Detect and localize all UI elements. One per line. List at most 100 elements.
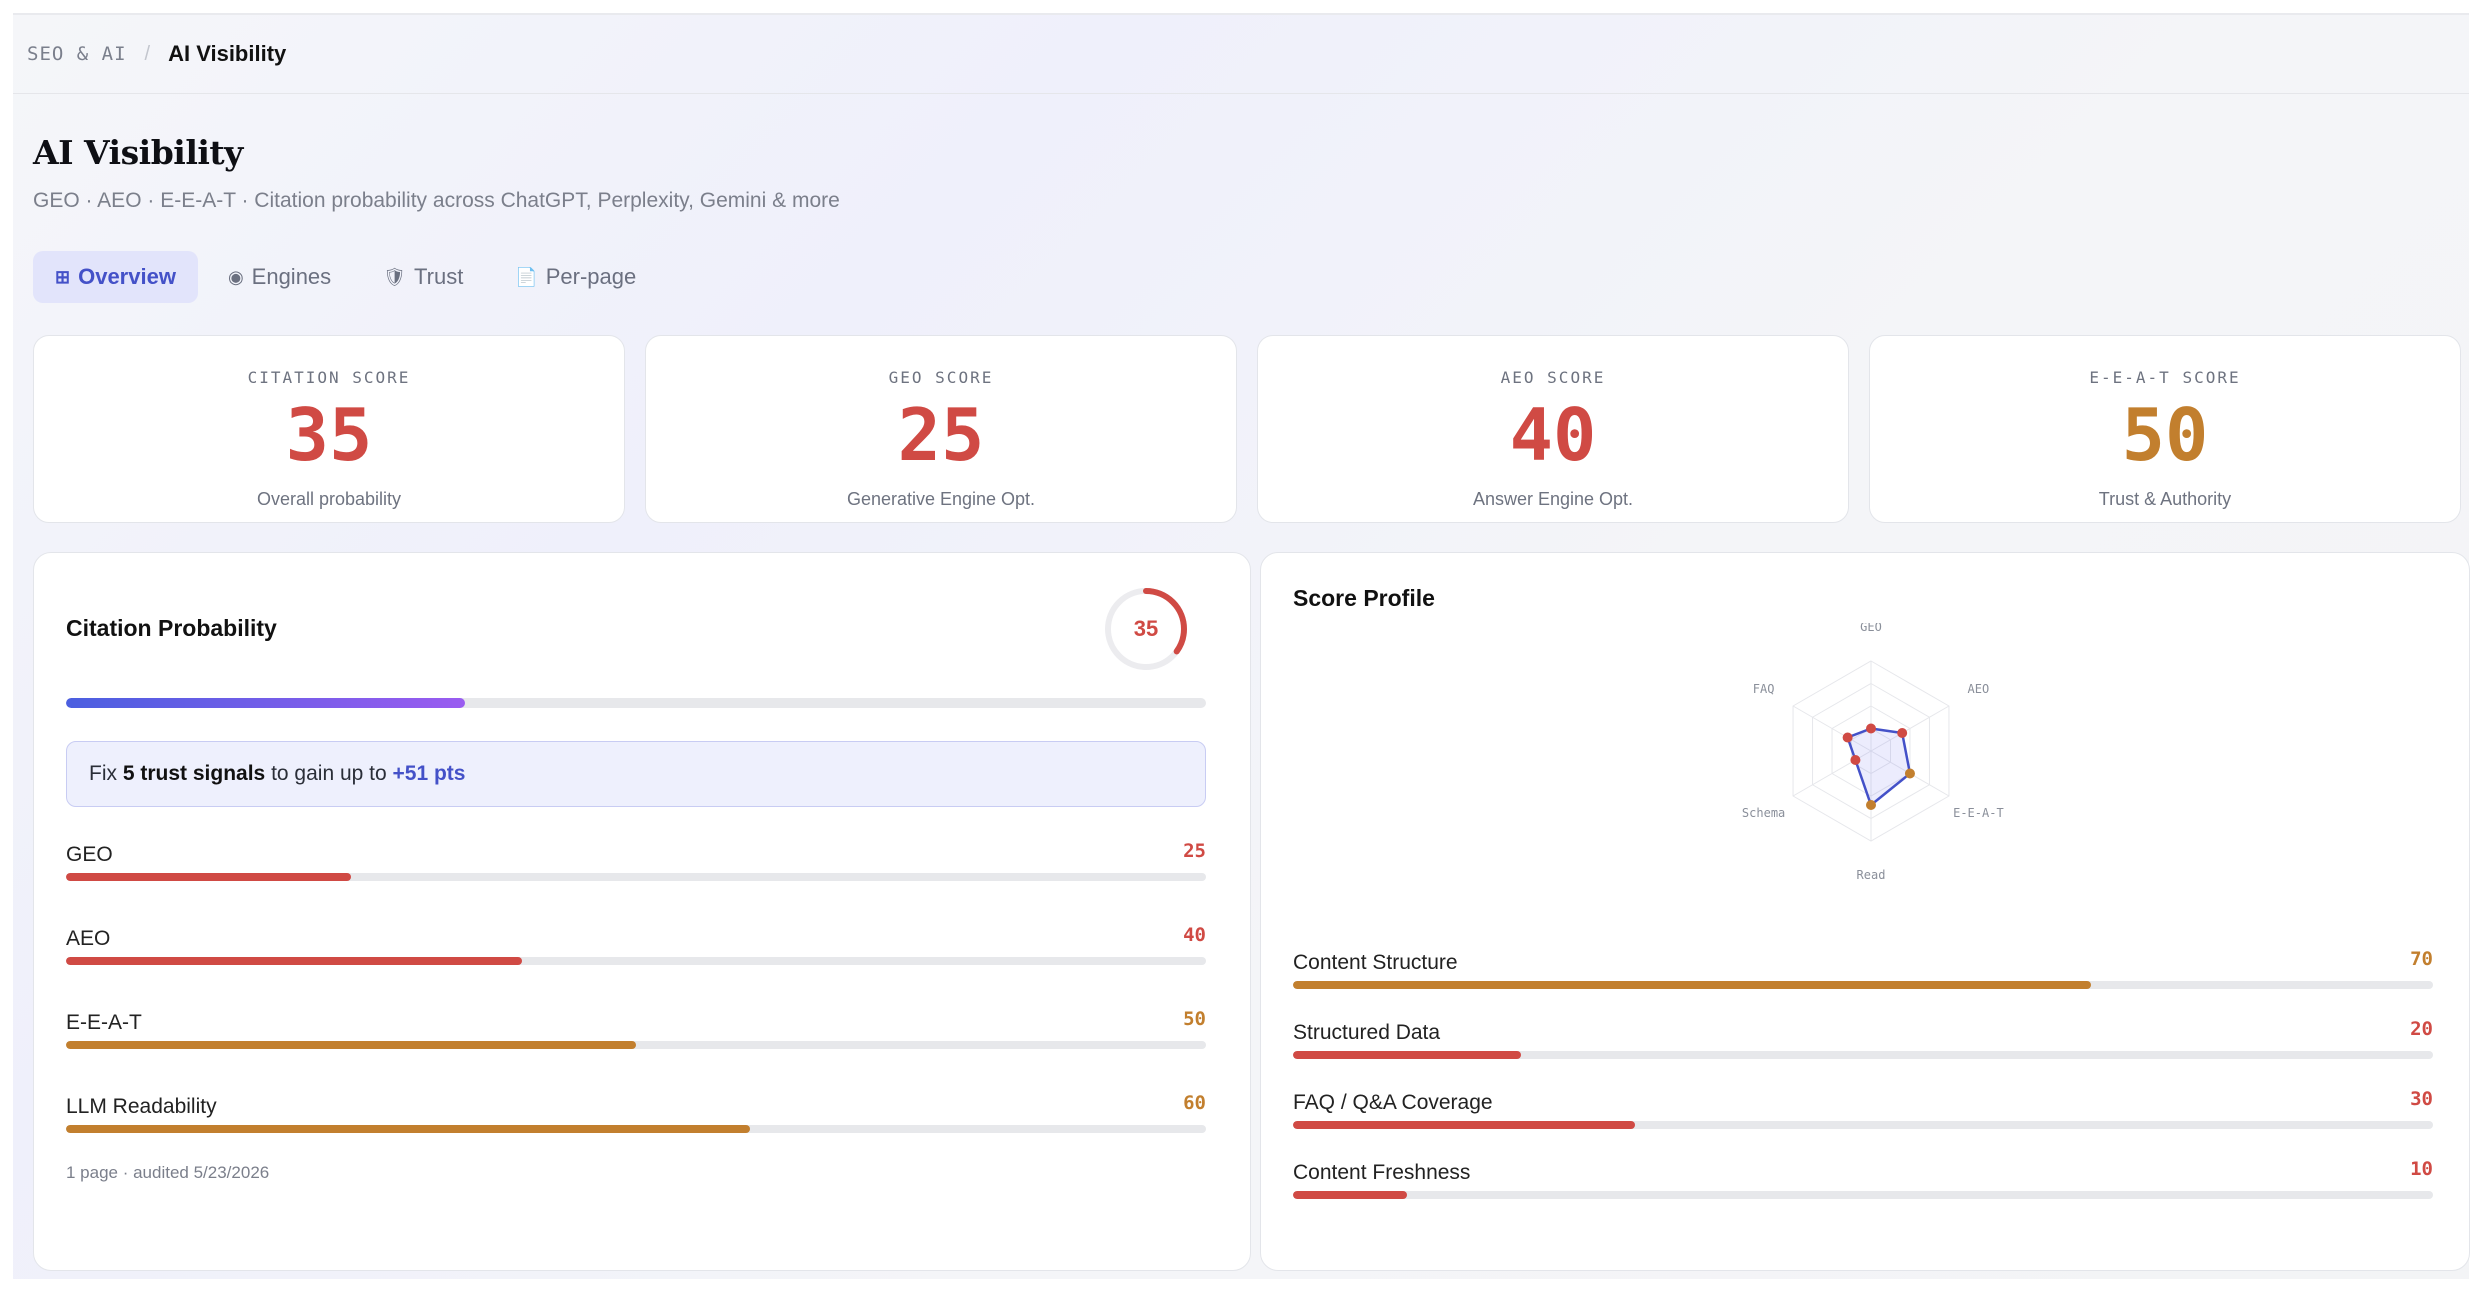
metric-label: AEO xyxy=(66,927,111,950)
radar-point xyxy=(1897,728,1908,738)
breadcrumb-root[interactable]: SEO & AI xyxy=(27,43,127,65)
radar-axis-label: GEO xyxy=(1860,623,1882,634)
kpi-sub: Trust & Authority xyxy=(2098,489,2232,509)
radar-point xyxy=(1904,768,1915,779)
metric-value: 20 xyxy=(2410,1018,2433,1040)
metric-label: E-E-A-T xyxy=(66,1011,142,1034)
metric-value: 60 xyxy=(1183,1092,1206,1114)
panel-title: Citation Probability xyxy=(66,615,277,641)
citation-probability-panel: Citation Probability 35 Fix 5 trust sign… xyxy=(33,552,1251,1271)
tab-overview[interactable]: ⊞ Overview xyxy=(33,251,198,303)
radar-axis-line xyxy=(1870,705,1950,752)
callout-prefix: Fix xyxy=(89,762,117,785)
callout-gain: +51 pts xyxy=(392,762,466,785)
panel-title: Score Profile xyxy=(1293,585,1435,611)
radar-axis-label: FAQ xyxy=(1753,682,1775,696)
metric-value: 50 xyxy=(1183,1008,1206,1030)
tab-label: Overview xyxy=(78,264,176,289)
kpi-value: 40 xyxy=(1509,393,1597,477)
metric-value: 25 xyxy=(1183,840,1206,862)
kpi-value: 50 xyxy=(2121,393,2209,477)
breadcrumb-current: AI Visibility xyxy=(168,41,287,66)
score-profile-panel: Score Profile GEO AEO E-E-A-T Read Schema FAQ… xyxy=(1260,552,2470,1271)
kpi-label: E-E-A-T SCORE xyxy=(2089,368,2241,387)
app-frame: SEO & AI / AI Visibility AI Visibility G… xyxy=(13,13,2470,1279)
metric-label: Content Freshness xyxy=(1293,1161,1471,1184)
citation-ring: 35 xyxy=(1102,585,1190,673)
ring-gauge xyxy=(1105,588,1187,670)
kpi-label: AEO SCORE xyxy=(1500,368,1606,387)
tab-label: Trust xyxy=(414,264,464,289)
kpi-sub: Overall probability xyxy=(256,489,402,509)
grid-icon: ⊞ xyxy=(55,266,71,287)
kpi-label: GEO SCORE xyxy=(888,368,994,387)
trust-signal-callout: Fix 5 trust signals to gain up to +51 pt… xyxy=(66,741,1206,807)
metric-fill xyxy=(1293,981,2091,989)
metric-track xyxy=(66,1041,1206,1049)
kpi-value: 25 xyxy=(897,393,985,477)
ring-value: 35 xyxy=(1133,616,1159,641)
metric-fill xyxy=(66,1041,636,1049)
shield-icon: 🛡 xyxy=(383,266,407,287)
metric-track xyxy=(66,1125,1206,1133)
callout-highlight: 5 trust signals xyxy=(122,762,266,785)
metric-value: 30 xyxy=(2410,1088,2433,1110)
radar-point xyxy=(1842,732,1853,743)
page-icon: 📄 xyxy=(515,266,538,287)
kpi-card-aeo: AEO SCORE 40 Answer Engine Opt. xyxy=(1257,335,1849,523)
metric-track xyxy=(1293,1191,2433,1199)
audit-footnote: 1 page · audited 5/23/2026 xyxy=(66,1163,270,1182)
citation-progress-bar xyxy=(66,698,1206,708)
tab-label: Per-page xyxy=(545,264,637,289)
metric-value: 70 xyxy=(2410,948,2433,970)
metric-track xyxy=(66,957,1206,965)
kpi-card-citation: CITATION SCORE 35 Overall probability xyxy=(33,335,625,523)
metric-label: Structured Data xyxy=(1293,1021,1441,1044)
citation-progress-fill xyxy=(66,698,465,708)
metric-fill xyxy=(66,873,351,881)
metric-track xyxy=(1293,981,2433,989)
tab-engines[interactable]: ◉ Engines xyxy=(206,251,353,303)
radar-axis-label: Read xyxy=(1857,868,1886,882)
breadcrumb: SEO & AI / AI Visibility xyxy=(13,15,2469,94)
metric-fill xyxy=(1293,1121,1635,1129)
kpi-card-geo: GEO SCORE 25 Generative Engine Opt. xyxy=(645,335,1237,523)
metric-fill xyxy=(66,957,522,965)
kpi-sub: Answer Engine Opt. xyxy=(1472,489,1634,509)
radar-axis-line xyxy=(1792,705,1872,752)
page-title: AI Visibility xyxy=(33,133,243,172)
callout-text: to gain up to xyxy=(271,762,387,785)
metric-value: 10 xyxy=(2410,1158,2433,1180)
kpi-cards: CITATION SCORE 35 Overall probability GE… xyxy=(33,335,2461,523)
kpi-card-eeat: E-E-A-T SCORE 50 Trust & Authority xyxy=(1869,335,2461,523)
tab-per-page[interactable]: 📄 Per-page xyxy=(493,251,658,303)
metric-label: LLM Readability xyxy=(66,1095,217,1118)
radar-point xyxy=(1866,800,1876,810)
kpi-sub: Generative Engine Opt. xyxy=(846,489,1036,509)
breadcrumb-separator: / xyxy=(144,42,151,65)
metric-label: GEO xyxy=(66,843,113,866)
metric-track xyxy=(66,873,1206,881)
kpi-label: CITATION SCORE xyxy=(247,368,411,387)
radar-axis-label: E-E-A-T xyxy=(1953,806,2004,820)
kpi-value: 35 xyxy=(285,393,373,477)
metric-label: Content Structure xyxy=(1293,951,1458,974)
metric-fill xyxy=(1293,1051,1521,1059)
tab-bar: ⊞ Overview ◉ Engines 🛡 Trust 📄 Per-page xyxy=(33,251,658,303)
metric-track xyxy=(1293,1051,2433,1059)
metric-fill xyxy=(1293,1191,1407,1199)
metric-label: FAQ / Q&A Coverage xyxy=(1293,1091,1493,1114)
metric-value: 40 xyxy=(1183,924,1206,946)
tab-label: Engines xyxy=(251,264,332,289)
metric-fill xyxy=(66,1125,750,1133)
radar-axis-label: AEO xyxy=(1968,682,1990,696)
radar-axis-label: Schema xyxy=(1742,806,1785,820)
page-subtitle: GEO · AEO · E-E-A-T · Citation probabili… xyxy=(33,189,840,212)
radio-icon: ◉ xyxy=(227,266,244,287)
tab-trust[interactable]: 🛡 Trust xyxy=(361,251,485,303)
radar-series-area xyxy=(1846,727,1912,808)
radar-point xyxy=(1866,723,1876,734)
radar-point xyxy=(1850,755,1861,765)
metric-track xyxy=(1293,1121,2433,1129)
score-radar-chart: GEO AEO E-E-A-T Read Schema FAQ xyxy=(1742,623,2004,882)
